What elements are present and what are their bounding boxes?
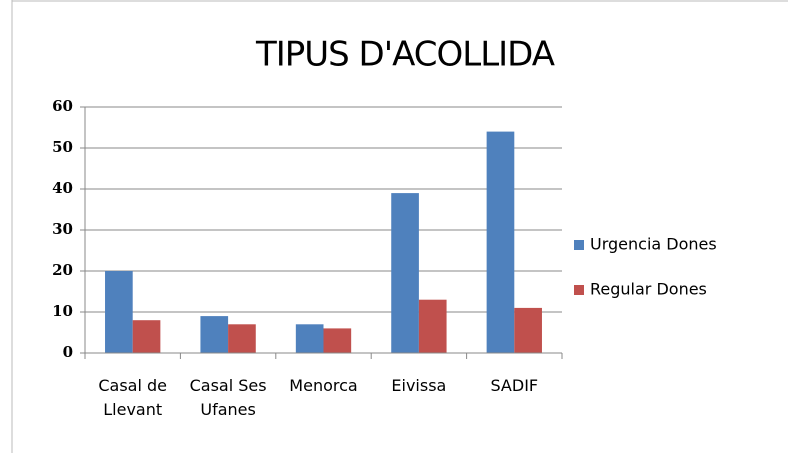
x-tick-label: SADIF — [490, 376, 539, 395]
x-tick-label: Casal Ses Ufanes — [189, 376, 267, 419]
x-tick-label: Casal de Llevant — [98, 376, 168, 419]
y-tick-label: 0 — [63, 343, 73, 361]
legend-swatch — [574, 240, 584, 250]
bar — [323, 328, 352, 353]
y-tick-label: 50 — [52, 138, 73, 156]
y-tick-label: 40 — [52, 179, 73, 197]
bar — [486, 131, 515, 353]
legend-swatch — [574, 285, 584, 295]
bar — [132, 320, 161, 353]
bar — [105, 271, 133, 353]
legend-label: Urgencia Dones — [590, 235, 717, 254]
bar — [391, 193, 419, 353]
legend-label: Regular Dones — [590, 280, 707, 299]
x-tick-label: Eivissa — [391, 376, 447, 395]
bar — [295, 324, 324, 353]
y-tick-label: 60 — [52, 97, 73, 115]
bar — [514, 307, 542, 353]
bar — [418, 299, 447, 353]
y-tick-label: 30 — [52, 220, 73, 238]
x-tick-label: Menorca — [289, 376, 358, 395]
y-tick-label: 20 — [52, 261, 73, 279]
chart-title: TIPUS D'ACOLLIDA — [255, 35, 555, 75]
y-tick-label: 10 — [52, 302, 73, 320]
bar — [228, 324, 256, 353]
bar — [200, 316, 229, 353]
